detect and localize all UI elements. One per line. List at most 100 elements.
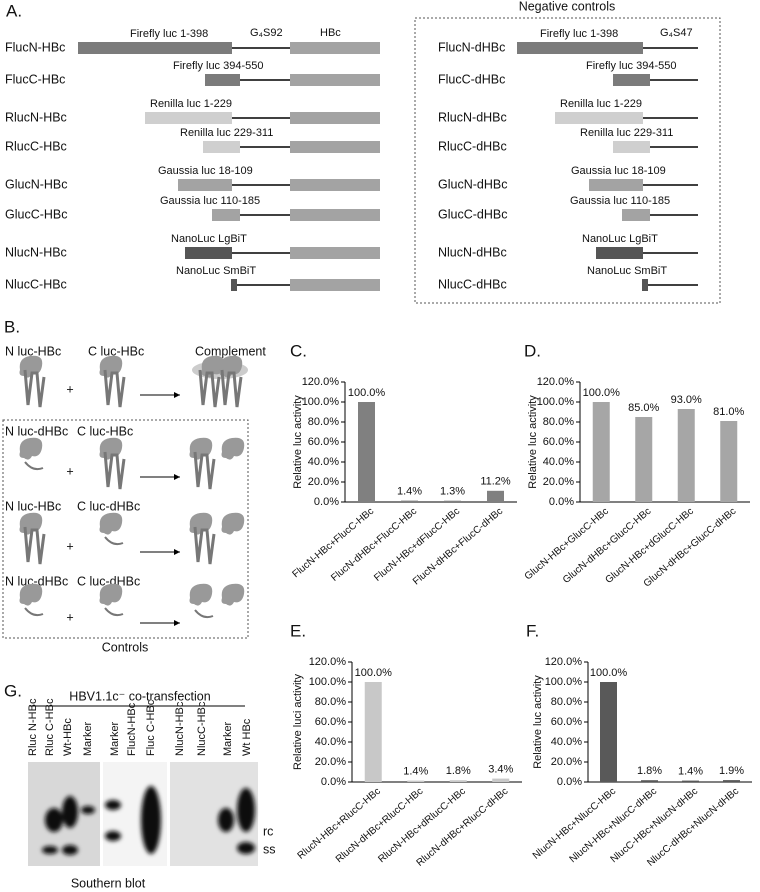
construct-name: NlucC-HBc [5,277,67,291]
x-tick-label: FlucN-dHBc+FlucC-HBc [329,506,419,584]
band [105,831,121,841]
x-tick-label: RlucN-HBc+RlucC-HBc [296,786,383,862]
construct-name: RlucC-dHBc [438,139,507,153]
value-label: 81.0% [713,406,744,418]
value-label: 1.3% [440,486,465,498]
bar [682,780,699,782]
construct-name: GlucC-dHBc [438,207,507,221]
hbc-cartoon [193,526,216,565]
result-label: Complement [195,344,266,358]
construct-name: NlucN-dHBc [438,245,507,259]
gel-title: HBV1.1c⁻ co-transfection [69,689,210,703]
value-label: 1.8% [446,765,471,777]
construct-label: N luc-HBc [5,344,61,358]
negative-box [414,17,721,304]
luc-box [231,279,237,291]
construct-name: NlucN-HBc [5,245,67,259]
band-label: ss [263,842,276,856]
arrow-head [174,392,180,398]
construct-label: N luc-dHBc [5,424,68,438]
luc-domain [221,437,245,460]
luc-domain [19,583,43,606]
luc-domain [221,583,245,606]
luc-box [78,42,232,54]
value-label: 1.8% [637,765,662,777]
y-tick-label: 100.0% [545,676,583,688]
construct-name: FlucN-HBc [5,40,65,54]
part-label: Renilla luc 1-229 [150,98,232,110]
luc-domain [99,512,123,535]
linker-label: G₄S47 [660,27,693,39]
band [218,808,234,832]
band [237,788,255,832]
construct-name: FlucN-dHBc [438,40,505,54]
y-tick-label: 20.0% [308,476,339,488]
luc-box [642,279,648,291]
y-axis-label: Relative luci activity [292,674,304,770]
hbc-box [290,42,380,54]
hbc-box [290,279,380,291]
y-axis-label: Relative luc activity [532,675,544,769]
controls-box [2,419,249,639]
value-label: 93.0% [671,394,702,406]
y-axis-label: Relative luc activity [292,395,304,489]
lane-label: Rluc N-HBc [27,698,39,756]
luc-domain [19,437,43,460]
value-label: 85.0% [628,402,659,414]
dhbc-cartoon [24,607,44,617]
value-label: 3.4% [488,764,513,776]
hbc-cartoon [23,526,46,565]
value-label: 100.0% [348,387,386,399]
construct-label: N luc-dHBc [5,574,68,588]
y-tick-label: 120.0% [537,376,575,388]
lane-label: NlucN-HBc [174,701,186,756]
hbc-cartoon [198,369,221,408]
part-label: Renilla luc 229-311 [180,127,273,139]
panel-label: E. [290,621,306,640]
dhbc-cartoon [194,609,214,619]
bar [600,682,617,782]
value-label: 1.4% [403,766,428,778]
part-label: NanoLuc LgBiT [171,233,247,245]
part-label: NanoLuc SmBiT [587,265,667,277]
y-tick-label: 40.0% [308,456,339,468]
part-label: Renilla luc 1-229 [560,98,642,110]
gel-bands [42,786,255,855]
hbc-box [290,112,380,124]
part-label: Firefly luc 394-550 [586,60,677,72]
part-label: Firefly luc 1-398 [130,28,208,40]
band [62,796,78,828]
panel-label: G. [4,681,22,700]
bar [449,780,467,782]
bar [401,500,418,502]
luc-box [613,141,650,153]
bar [492,778,510,782]
luc-box [205,74,240,86]
construct-name: FlucC-dHBc [438,72,505,86]
bar [592,402,610,502]
y-tick-label: 0.0% [557,776,582,788]
arrow-head [174,549,180,555]
panel-label: A. [6,1,22,20]
luc-domain [221,512,245,535]
lane-label: Marker [82,721,94,756]
hbc-cartoon [23,369,46,408]
value-label: 11.2% [480,476,511,488]
luc-box [212,209,240,221]
y-tick-label: 20.0% [315,756,346,768]
hbc-label: HBc [320,27,341,39]
y-tick-label: 100.0% [302,396,340,408]
construct-name: GlucC-HBc [5,207,68,221]
y-tick-label: 80.0% [308,416,339,428]
hbc-box [290,179,380,191]
part-label: Gaussia luc 18-109 [158,165,253,177]
controls-label: Controls [102,640,149,654]
bar [635,417,653,502]
y-tick-label: 80.0% [543,416,574,428]
gel-caption: Southern blot [71,876,146,890]
luc-box [185,247,232,259]
band-label: rc [263,824,273,838]
hbc-cartoon [193,451,216,490]
band [62,845,78,855]
band [45,808,63,832]
